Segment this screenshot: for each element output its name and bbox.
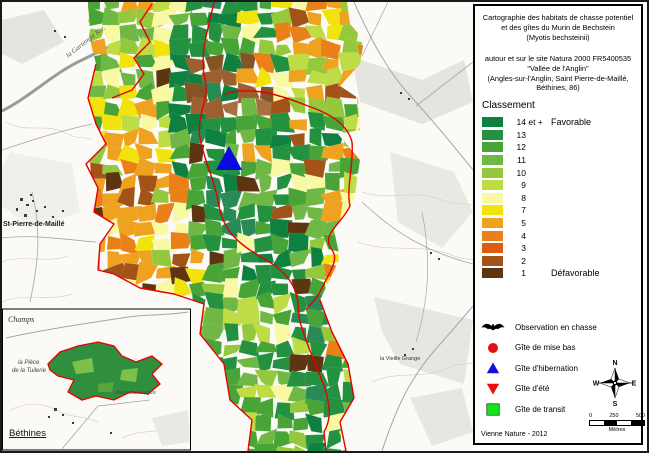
classement-row: 2	[475, 255, 641, 268]
classement-heading: Classement	[482, 100, 535, 111]
scale-tick: 500	[635, 413, 645, 419]
village-left-label: St-Pierre-de-Maillé	[3, 221, 65, 228]
symbol-row: Observation en chasse	[475, 317, 641, 338]
map-title: Cartographie des habitats de chasse pote…	[482, 13, 634, 42]
credit-text: Vienne Nature - 2012	[481, 431, 548, 438]
scale-bar: 0 250 500 Mètres	[589, 413, 645, 433]
triangle-up-icon	[478, 362, 508, 374]
class-number: 7	[521, 205, 526, 216]
scale-tick: 250	[609, 413, 619, 419]
class-number: 10	[516, 167, 526, 178]
symbol-row: Gîte de transit	[475, 399, 641, 420]
classement-row: 11	[475, 154, 641, 167]
class-number: 5	[521, 218, 526, 229]
inset-habitat-zone	[47, 341, 163, 401]
natura-boundary	[85, 2, 355, 451]
champs-label: Champs	[8, 315, 34, 324]
class-number: 4	[521, 230, 526, 241]
class-number: 2	[521, 255, 526, 266]
classement-rows: 14 et + Favorable 13 12 11 10 9 8 7 5 4 3 2 1 Défavora…	[475, 116, 641, 280]
class-color-swatch	[482, 218, 503, 229]
scale-unit: Mètres	[608, 427, 626, 433]
classement-row: 4	[475, 229, 641, 242]
symbol-rows: Observation en chasse Gîte de mise bas Gît…	[475, 317, 641, 420]
classement-row: 13	[475, 129, 641, 142]
classement-row: 3	[475, 242, 641, 255]
class-color-swatch	[482, 180, 503, 191]
class-number: 3	[521, 243, 526, 254]
class-color-swatch	[482, 142, 503, 153]
map-area: la Gartempe Riv. St-Pierre-de-Maillé Cha…	[2, 2, 473, 451]
symbol-label: Observation en chasse	[515, 322, 597, 332]
class-color-swatch	[482, 230, 503, 241]
tuilerie-label-1: la Pièce	[18, 360, 40, 366]
class-color-swatch	[482, 192, 503, 203]
class-color-swatch	[482, 255, 503, 266]
compass-e: E	[632, 381, 637, 388]
classement-row: 9	[475, 179, 641, 192]
class-color-swatch	[482, 155, 503, 166]
scale-tick: 0	[589, 413, 593, 419]
class-number: 8	[521, 192, 526, 203]
hibernation-gite-marker	[216, 146, 242, 170]
symbol-label: Gîte de transit	[515, 404, 566, 414]
triangle-down-icon	[478, 383, 508, 395]
class-color-swatch	[482, 117, 503, 128]
scale-bar-segments	[589, 420, 645, 426]
classement-row: 14 et + Favorable	[475, 116, 641, 129]
vieille-grange-label: la Vieille Grange	[380, 356, 420, 362]
inset-map	[2, 308, 191, 451]
symbol-row: Gîte de mise bas	[475, 338, 641, 359]
bois-des-forges-label: Bois des Forges	[116, 390, 156, 396]
compass-w: W	[593, 381, 600, 388]
tuilerie-label-2: de la Tuilerie	[12, 368, 47, 374]
classement-row: 1 Défavorable	[475, 267, 641, 280]
bat-icon	[478, 322, 508, 332]
class-color-swatch	[482, 268, 503, 279]
inset-town-label: Béthines	[9, 428, 46, 439]
class-number: 12	[516, 142, 526, 153]
symbol-row: Gîte d'hibernation	[475, 358, 641, 379]
class-color-swatch	[482, 205, 503, 216]
class-color-swatch	[482, 167, 503, 178]
circle-icon	[478, 342, 508, 354]
compass-s: S	[613, 401, 618, 408]
legend-panel: Cartographie des habitats de chasse pote…	[473, 4, 645, 445]
scale-ticks: 0 250 500	[589, 413, 645, 419]
class-color-swatch	[482, 129, 503, 140]
class-number: 1	[521, 268, 526, 279]
class-color-swatch	[482, 243, 503, 254]
classement-row: 5	[475, 217, 641, 230]
map-subtitle: autour et sur le site Natura 2000 FR5400…	[484, 54, 632, 93]
map-canvas: la Gartempe Riv. St-Pierre-de-Maillé Cha…	[2, 2, 473, 451]
class-number: 13	[516, 129, 526, 140]
symbol-label: Gîte d'hibernation	[515, 363, 578, 373]
class-side-label: Défavorable	[551, 268, 600, 279]
classement-row: 8	[475, 192, 641, 205]
class-number: 14	[516, 117, 526, 128]
class-number: 11	[517, 155, 526, 166]
square-icon	[478, 403, 508, 416]
symbol-label: Gîte de mise bas	[515, 343, 576, 353]
classement-row: 12	[475, 141, 641, 154]
class-number: 9	[521, 180, 526, 191]
compass-rose: N S E W	[591, 356, 639, 410]
symbol-label: Gîte d'été	[515, 384, 550, 394]
symbol-row: Gîte d'été	[475, 379, 641, 400]
classement-row: 10	[475, 166, 641, 179]
compass-n: N	[612, 360, 617, 367]
classement-row: 7	[475, 204, 641, 217]
topo-layer	[2, 2, 473, 451]
class-side-label: Favorable	[551, 117, 592, 128]
class-suffix: et +	[526, 117, 543, 128]
